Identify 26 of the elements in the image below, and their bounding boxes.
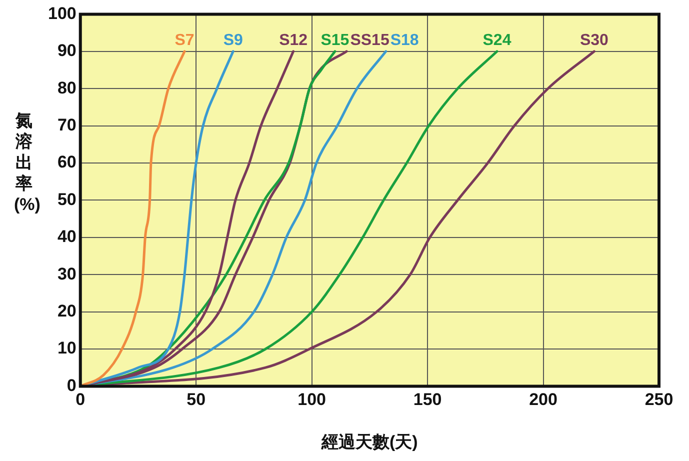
- x-tick-label: 200: [529, 390, 558, 410]
- series-label: S15: [320, 32, 350, 49]
- y-tick-label: 0: [66, 376, 76, 395]
- x-tick-label: 50: [186, 390, 206, 410]
- y-tick-label: 90: [57, 41, 76, 60]
- series-label: S18: [390, 32, 419, 49]
- x-tick-label: 150: [413, 390, 442, 410]
- series-label: SS15: [350, 32, 390, 49]
- y-tick-label: 60: [57, 152, 76, 172]
- x-axis-title: 經過天數(天): [320, 432, 418, 452]
- y-axis-title: 氮溶出率(%): [14, 110, 40, 215]
- series-label: S7: [174, 32, 194, 49]
- y-tick-label: 40: [57, 227, 76, 246]
- y-tick-label: 10: [57, 338, 76, 358]
- series-label: S12: [279, 32, 308, 49]
- x-tick-label: 100: [298, 390, 326, 410]
- y-tick-label: 50: [57, 190, 76, 209]
- series-label: S9: [223, 32, 244, 49]
- x-tick-label: 250: [644, 390, 674, 410]
- series-label: S30: [580, 32, 609, 49]
- y-tick-label: 70: [57, 115, 76, 134]
- y-tick-label: 100: [48, 4, 76, 23]
- series-label: S24: [482, 32, 512, 49]
- y-tick-label: 20: [57, 301, 76, 320]
- y-tick-label: 30: [57, 264, 76, 284]
- y-tick-label: 80: [57, 78, 76, 98]
